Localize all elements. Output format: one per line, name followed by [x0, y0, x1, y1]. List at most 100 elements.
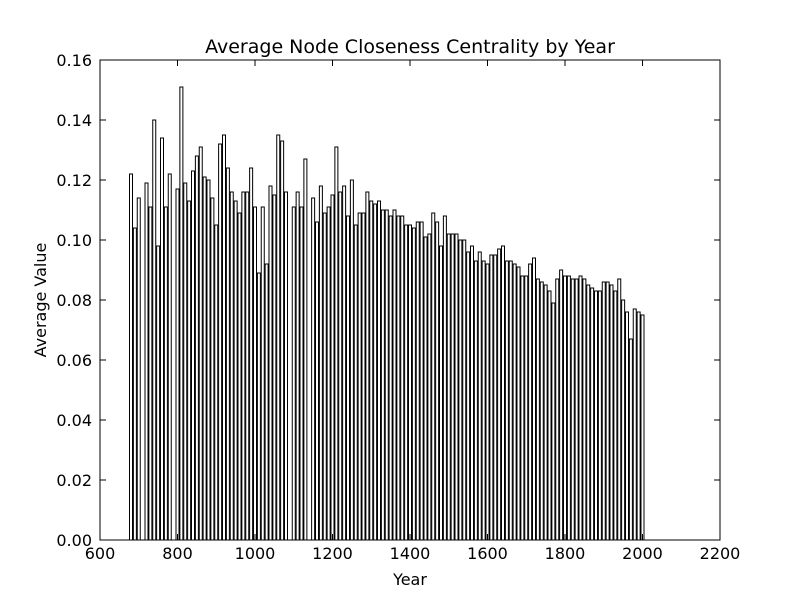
bar-1510	[450, 233, 455, 541]
bar-1570	[473, 260, 478, 541]
bar-1110	[295, 191, 300, 541]
bar-1290	[365, 191, 370, 541]
bar-1690	[520, 275, 525, 541]
bar-1900	[601, 281, 606, 541]
bar-1320	[377, 200, 381, 541]
bar-1640	[501, 245, 505, 541]
y-tick-label-7: 0.14	[56, 111, 92, 130]
bar-1980	[632, 308, 637, 541]
bar-1600	[485, 263, 490, 541]
bar-1870	[590, 287, 595, 541]
bar-1080	[284, 191, 288, 541]
bar-1220	[338, 191, 343, 541]
bar-1250	[349, 179, 354, 541]
bar-780	[167, 173, 172, 541]
x-tick-label-1000: 1000	[235, 544, 276, 563]
bar-1010	[256, 272, 261, 541]
bar-1680	[516, 266, 521, 541]
bar-1130	[303, 158, 308, 541]
bar-730	[148, 206, 153, 541]
bar-1730	[535, 278, 540, 541]
bar-1520	[454, 233, 459, 541]
bar-1840	[578, 275, 583, 541]
y-tick-label-0: 0.00	[56, 531, 92, 550]
bar-1200	[330, 194, 335, 541]
bar-1990	[636, 311, 641, 541]
bar-1490	[442, 215, 447, 541]
bar-1670	[512, 263, 517, 541]
bar-1340	[384, 209, 389, 541]
bar-990	[249, 167, 254, 541]
bar-830	[187, 200, 192, 541]
bar-1360	[392, 209, 397, 541]
bar-950	[233, 200, 238, 541]
bar-1020	[260, 206, 265, 541]
bar-820	[183, 182, 188, 541]
bar-1770	[551, 302, 556, 541]
bar-1820	[570, 278, 575, 541]
bar-1420	[415, 221, 420, 541]
x-axis-title: Year	[392, 570, 427, 589]
bar-850	[194, 155, 199, 541]
bar-2000	[640, 314, 645, 541]
bar-960	[237, 212, 242, 541]
bar-1410	[411, 227, 416, 541]
ticks-layer	[99, 59, 721, 541]
bar-1300	[369, 200, 374, 541]
bar-1380	[400, 215, 405, 541]
bar-840	[191, 170, 195, 541]
bar-870	[202, 176, 207, 541]
bar-930	[225, 167, 230, 541]
bar-1260	[353, 224, 358, 541]
x-tick-label-2200: 2200	[700, 544, 741, 563]
bar-1030	[264, 263, 269, 541]
bar-1630	[497, 248, 502, 541]
bar-920	[222, 134, 226, 541]
bar-810	[179, 86, 184, 541]
bar-1860	[586, 284, 591, 541]
bar-980	[245, 191, 250, 541]
bar-1500	[446, 233, 451, 541]
bar-1940	[617, 278, 622, 541]
x-tick-label-1200: 1200	[312, 544, 353, 563]
bar-1620	[493, 254, 498, 541]
bar-1040	[268, 185, 273, 541]
bar-1430	[419, 221, 424, 541]
y-tick-label-1: 0.02	[56, 471, 92, 490]
bar-1540	[462, 239, 467, 541]
bar-720	[144, 182, 149, 541]
bar-1580	[477, 251, 482, 541]
bar-1070	[280, 140, 285, 541]
bar-1850	[582, 278, 587, 541]
bar-1780	[555, 278, 560, 541]
bar-1270	[357, 212, 362, 541]
x-tick-label-2000: 2000	[622, 544, 663, 563]
bar-1330	[380, 209, 385, 541]
y-tick-label-4: 0.08	[56, 291, 92, 310]
x-tick-label-1800: 1800	[545, 544, 586, 563]
bar-1160	[315, 221, 319, 541]
bar-1350	[388, 215, 393, 541]
x-tick-label-1400: 1400	[390, 544, 431, 563]
bar-1810	[566, 275, 571, 541]
bar-1560	[470, 245, 474, 541]
bar-1700	[524, 275, 529, 541]
bar-1000	[253, 206, 257, 541]
bar-1150	[311, 197, 316, 541]
y-tick-label-3: 0.06	[56, 351, 92, 370]
bar-1530	[458, 239, 463, 541]
x-tick-label-800: 800	[162, 544, 193, 563]
bar-770	[163, 206, 168, 541]
bar-890	[210, 197, 215, 541]
bar-1400	[408, 224, 412, 541]
bar-1280	[361, 212, 366, 541]
bar-1910	[605, 281, 610, 541]
bar-1190	[326, 206, 331, 541]
bar-1760	[547, 290, 552, 541]
bar-760	[160, 137, 164, 541]
bar-1450	[427, 233, 432, 541]
bar-690	[132, 227, 137, 541]
x-tick-label-1600: 1600	[467, 544, 508, 563]
bar-1830	[574, 278, 579, 541]
